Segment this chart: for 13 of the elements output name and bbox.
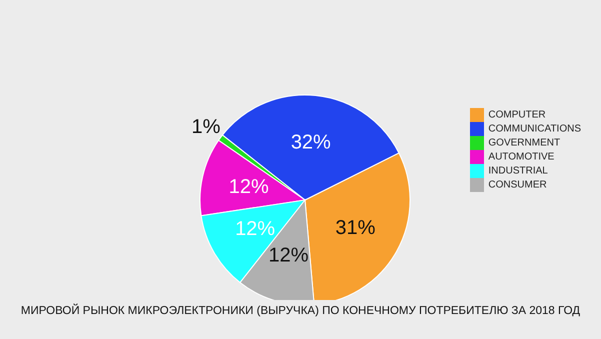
data-label: 32% <box>290 132 332 154</box>
legend-label: CONSUMER <box>488 180 547 191</box>
legend-label: AUTOMOTIVE <box>488 152 554 163</box>
legend-label: GOVERNMENT <box>488 138 560 149</box>
data-label: 31% <box>335 217 376 240</box>
text: МИРОВОЙ РЫНОК МИКРОЭЛЕКТРОНИКИ (ВЫРУЧКА) ПО КОНЕЧНОМУ ПОТРЕБИТЕЛЮ ЗА 2018 ГОД <box>20 305 582 317</box>
data-label: 1% <box>192 116 221 138</box>
data-label: 12% <box>235 218 276 240</box>
data-label: 12% <box>228 176 269 198</box>
legend-label: INDUSTRIAL <box>488 166 548 177</box>
legend-label: COMMUNICATIONS <box>488 124 581 135</box>
legend-label: COMPUTER <box>488 110 546 121</box>
data-label: 12% <box>268 244 309 266</box>
